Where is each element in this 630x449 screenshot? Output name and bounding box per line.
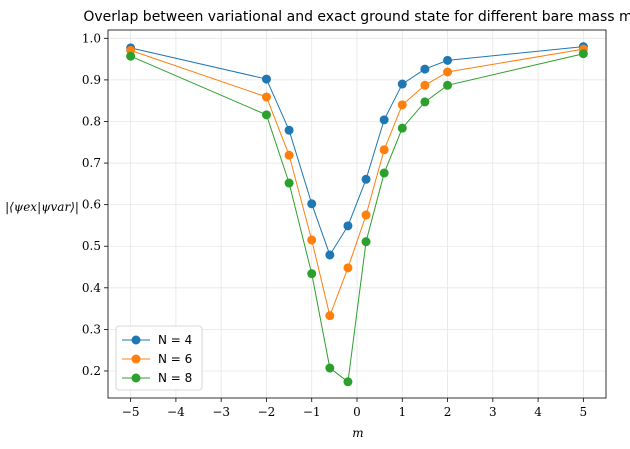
series-n2 xyxy=(126,44,588,321)
legend-marker xyxy=(131,373,141,383)
legend: N = 4 N = 6 N = 8 xyxy=(115,325,203,391)
x-tick-label: 5 xyxy=(580,405,588,419)
x-tick-label: 3 xyxy=(489,405,497,419)
data-point xyxy=(325,311,335,321)
data-point xyxy=(379,168,389,178)
series-n3 xyxy=(126,49,588,387)
x-tick-label: −2 xyxy=(258,405,276,419)
data-point xyxy=(307,199,317,209)
chart-title: Overlap between variational and exact gr… xyxy=(83,9,630,25)
data-point xyxy=(325,363,335,373)
y-axis-label: |⟨ψex|ψvar⟩| xyxy=(5,200,79,214)
data-point xyxy=(361,237,371,247)
data-point xyxy=(578,49,588,59)
x-tick-label: 1 xyxy=(398,405,406,419)
data-point xyxy=(343,263,353,273)
data-point xyxy=(343,377,353,387)
x-tick-label: 0 xyxy=(353,405,361,419)
data-point xyxy=(397,79,407,89)
data-point xyxy=(361,210,371,220)
x-tick-label: −3 xyxy=(212,405,230,419)
legend-label: N = 6 xyxy=(158,352,192,366)
y-tick-label: 0.3 xyxy=(82,322,101,336)
y-tick-label: 0.2 xyxy=(82,364,101,378)
data-point xyxy=(284,125,294,135)
legend-item: N = 8 xyxy=(122,371,192,385)
y-tick-label: 0.8 xyxy=(82,114,101,128)
series-layer xyxy=(126,42,588,387)
data-point xyxy=(397,123,407,133)
y-tick-label: 0.6 xyxy=(82,198,101,212)
data-point xyxy=(443,67,453,77)
legend-marker xyxy=(131,335,141,345)
data-point xyxy=(443,80,453,90)
data-point xyxy=(361,174,371,184)
legend-item: N = 6 xyxy=(122,352,192,366)
data-point xyxy=(379,145,389,155)
data-point xyxy=(284,178,294,188)
y-tick-label: 1.0 xyxy=(82,31,101,45)
legend-label: N = 8 xyxy=(158,371,192,385)
data-point xyxy=(397,100,407,110)
data-point xyxy=(379,115,389,125)
data-point xyxy=(343,221,353,231)
legend-label: N = 4 xyxy=(158,333,192,347)
x-tick-label: −1 xyxy=(303,405,321,419)
legend-marker xyxy=(131,354,141,364)
legend-item: N = 4 xyxy=(122,333,192,347)
data-point xyxy=(126,51,136,61)
data-point xyxy=(261,92,271,102)
data-point xyxy=(307,269,317,279)
data-point xyxy=(261,110,271,120)
x-axis: −5 −4 −3 −2 −1 0 1 2 3 4 5 xyxy=(122,398,587,419)
x-tick-label: 2 xyxy=(444,405,452,419)
data-point xyxy=(261,74,271,84)
data-point xyxy=(420,64,430,74)
y-axis: 0.2 0.3 0.4 0.5 0.6 0.7 0.8 0.9 1.0 xyxy=(82,31,108,378)
data-point xyxy=(284,150,294,160)
y-tick-label: 0.9 xyxy=(82,73,101,87)
x-tick-label: −5 xyxy=(122,405,140,419)
series-line xyxy=(130,53,584,383)
data-point xyxy=(443,55,453,65)
data-point xyxy=(420,80,430,90)
data-point xyxy=(325,250,335,260)
x-tick-label: −4 xyxy=(167,405,185,419)
y-tick-label: 0.4 xyxy=(82,281,101,295)
data-point xyxy=(420,97,430,107)
data-point xyxy=(307,235,317,245)
y-tick-label: 0.7 xyxy=(82,156,101,170)
y-tick-label: 0.5 xyxy=(82,239,101,253)
x-axis-label: m xyxy=(352,426,363,440)
x-tick-label: 4 xyxy=(534,405,542,419)
